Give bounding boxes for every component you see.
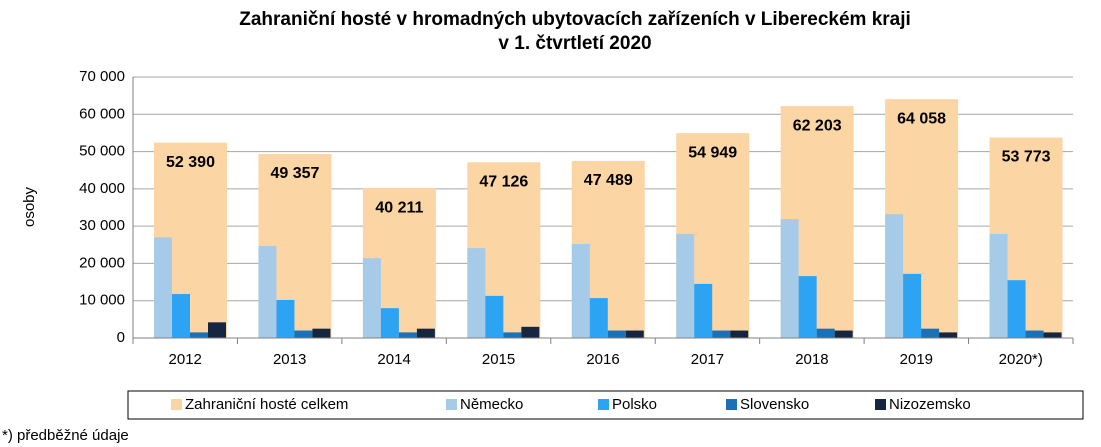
data-label: 64 058 xyxy=(897,110,946,127)
y-tick-label: 70 000 xyxy=(79,68,125,85)
data-label: 53 773 xyxy=(1002,149,1051,166)
legend-swatch xyxy=(446,399,457,410)
bar xyxy=(816,328,835,338)
bar xyxy=(380,308,399,338)
legend-swatch xyxy=(726,399,737,410)
y-tick-label: 40 000 xyxy=(79,180,125,197)
data-label: 47 489 xyxy=(584,172,633,189)
x-tick-label: 2020*) xyxy=(999,351,1043,368)
legend-label: Slovensko xyxy=(740,396,809,413)
bar xyxy=(208,322,226,338)
x-tick-label: 2017 xyxy=(691,351,724,368)
bar xyxy=(172,294,190,338)
x-tick-label: 2016 xyxy=(586,351,619,368)
bar xyxy=(190,332,208,338)
data-label: 47 126 xyxy=(479,174,528,191)
bar xyxy=(798,276,817,338)
x-tick-label: 2015 xyxy=(482,351,515,368)
x-tick-label: 2014 xyxy=(377,351,410,368)
bar xyxy=(571,244,590,338)
y-tick-label: 60 000 xyxy=(79,105,125,122)
legend-swatch xyxy=(171,399,182,410)
data-label: 62 203 xyxy=(793,117,842,134)
x-tick-label: 2018 xyxy=(795,351,828,368)
chart-title: Zahraniční hosté v hromadných ubytovacíc… xyxy=(239,9,911,30)
legend-label: Zahraniční hosté celkem xyxy=(185,396,348,413)
bar xyxy=(1007,280,1026,338)
bar xyxy=(503,332,522,338)
bar xyxy=(276,299,295,338)
bar xyxy=(294,330,313,338)
bar xyxy=(1043,332,1062,338)
y-tick-label: 10 000 xyxy=(79,292,125,309)
bar xyxy=(607,330,626,338)
bar xyxy=(154,237,172,338)
bar xyxy=(712,330,731,338)
bar xyxy=(258,245,277,338)
bar xyxy=(362,258,381,338)
data-label: 49 357 xyxy=(270,165,319,182)
data-label: 52 390 xyxy=(166,154,215,171)
chart-title: v 1. čtvrtletí 2020 xyxy=(498,33,651,54)
bar xyxy=(730,330,749,338)
bar xyxy=(780,219,799,338)
x-tick-label: 2019 xyxy=(900,351,933,368)
bar xyxy=(834,330,853,338)
bar xyxy=(467,248,486,338)
y-tick-label: 50 000 xyxy=(79,143,125,160)
legend-label: Nizozemsko xyxy=(889,396,971,413)
bar xyxy=(312,328,331,338)
legend-label: Německo xyxy=(460,396,523,413)
data-label: 40 211 xyxy=(375,199,423,216)
y-tick-label: 20 000 xyxy=(79,254,125,271)
footnote: *) předběžné údaje xyxy=(2,427,129,444)
bar xyxy=(885,214,904,338)
legend-box xyxy=(127,390,1084,420)
legend-swatch xyxy=(875,399,886,410)
bar xyxy=(989,233,1008,338)
x-tick-label: 2013 xyxy=(273,351,306,368)
bar xyxy=(521,326,540,338)
y-axis-label: osoby xyxy=(21,186,38,227)
legend-label: Polsko xyxy=(612,396,657,413)
y-tick-label: 30 000 xyxy=(79,217,125,234)
bar xyxy=(921,328,940,338)
bar xyxy=(589,298,608,338)
x-tick-label: 2012 xyxy=(169,351,202,368)
bar xyxy=(694,283,713,338)
bar xyxy=(676,233,695,338)
bar xyxy=(903,273,922,338)
y-tick-label: 0 xyxy=(117,329,125,346)
bar xyxy=(398,332,417,338)
bar xyxy=(939,332,958,338)
data-label: 54 949 xyxy=(688,144,737,161)
bar xyxy=(485,295,504,338)
legend-swatch xyxy=(598,399,609,410)
bar xyxy=(416,328,435,338)
bar xyxy=(625,330,644,338)
bar xyxy=(1025,330,1044,338)
